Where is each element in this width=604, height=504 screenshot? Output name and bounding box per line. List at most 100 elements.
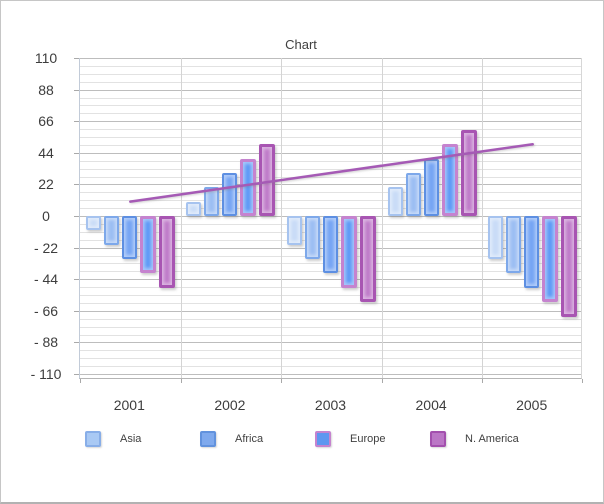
bar[interactable]	[561, 216, 578, 317]
legend-label: Africa	[235, 433, 264, 445]
minor-gridline	[80, 350, 581, 352]
y-axis-tick	[74, 279, 79, 281]
legend-label: N. America	[465, 433, 519, 445]
y-axis-tick	[74, 121, 79, 123]
bar[interactable]	[103, 216, 119, 245]
x-axis-tick	[281, 379, 283, 383]
minor-gridline	[80, 358, 581, 360]
y-axis-tick	[74, 58, 79, 59]
x-category-label: 2001	[113, 397, 145, 413]
x-axis-tick	[180, 379, 182, 383]
legend-label: Asia	[120, 433, 142, 445]
minor-gridline	[80, 208, 581, 210]
y-axis-label: 66	[38, 113, 54, 130]
bar[interactable]	[524, 216, 540, 288]
bar[interactable]	[305, 216, 320, 260]
major-gridline	[80, 121, 581, 123]
x-category-label: 2003	[314, 397, 347, 413]
minor-gridline	[80, 113, 581, 115]
minor-gridline	[80, 295, 581, 296]
minor-gridline	[80, 302, 581, 304]
major-gridline	[80, 310, 581, 312]
minor-gridline	[80, 287, 581, 289]
minor-gridline	[80, 137, 581, 138]
major-gridline	[80, 152, 581, 154]
y-axis-label: - 66	[33, 302, 59, 319]
bar[interactable]	[405, 172, 421, 216]
legend-item[interactable]: Europe	[315, 431, 385, 447]
minor-gridline	[80, 200, 581, 202]
y-axis-tick	[74, 374, 79, 375]
y-axis-label: - 110	[30, 366, 62, 382]
vertical-gridline	[482, 58, 484, 378]
bar[interactable]	[460, 129, 477, 216]
bar[interactable]	[287, 216, 302, 245]
bar[interactable]	[139, 216, 156, 274]
y-axis-tick	[74, 89, 79, 91]
y-axis-label: 0	[42, 208, 50, 224]
legend-swatch	[200, 431, 216, 447]
y-axis-tick	[74, 310, 79, 312]
bar[interactable]	[222, 172, 238, 216]
minor-gridline	[80, 168, 581, 170]
legend-item[interactable]: N. America	[430, 431, 519, 447]
y-axis-label: 88	[38, 81, 54, 98]
y-axis-label: 44	[38, 144, 54, 161]
y-axis-tick	[74, 342, 79, 344]
legend-swatch	[315, 431, 331, 447]
y-axis-label: 110	[34, 50, 58, 66]
x-axis-tick	[482, 379, 484, 383]
y-axis-label: - 22	[33, 239, 59, 256]
major-gridline	[80, 58, 581, 59]
legend-swatch	[430, 431, 446, 447]
bar[interactable]	[488, 216, 504, 260]
trend-line	[129, 142, 534, 203]
minor-gridline	[80, 192, 581, 194]
minor-gridline	[80, 81, 581, 83]
bar[interactable]	[186, 201, 202, 216]
bar[interactable]	[121, 216, 137, 260]
x-category-label: 2002	[214, 397, 246, 413]
vertical-gridline	[281, 58, 283, 378]
minor-gridline	[80, 97, 581, 99]
x-axis-tick	[381, 379, 383, 383]
y-axis-label: 22	[38, 176, 54, 193]
vertical-gridline	[381, 58, 383, 378]
y-axis-label: - 44	[33, 271, 59, 288]
x-category-label: 2004	[415, 397, 447, 413]
y-axis-tick	[74, 247, 79, 249]
major-gridline	[80, 374, 581, 375]
chart-title: Chart	[285, 37, 317, 52]
minor-gridline	[80, 176, 581, 178]
bar[interactable]	[85, 216, 101, 231]
bar[interactable]	[204, 187, 220, 216]
x-axis-tick	[582, 379, 583, 383]
minor-gridline	[80, 326, 581, 328]
bar[interactable]	[341, 216, 357, 288]
bar[interactable]	[542, 216, 559, 303]
bar[interactable]	[240, 158, 257, 216]
minor-gridline	[80, 129, 581, 131]
bar[interactable]	[360, 216, 376, 303]
major-gridline	[80, 342, 581, 344]
y-axis-tick	[74, 216, 79, 217]
major-gridline	[80, 279, 581, 281]
minor-gridline	[80, 144, 581, 146]
legend-item[interactable]: Asia	[85, 431, 141, 447]
minor-gridline	[80, 366, 581, 368]
minor-gridline	[80, 318, 581, 320]
minor-gridline	[80, 73, 581, 75]
legend-item[interactable]: Africa	[200, 431, 263, 447]
bar[interactable]	[323, 216, 338, 274]
bar[interactable]	[506, 216, 522, 274]
bar[interactable]	[158, 216, 175, 288]
plot-area	[74, 58, 583, 383]
bar[interactable]	[387, 187, 403, 216]
minor-gridline	[80, 334, 581, 336]
y-axis-label: - 88	[33, 334, 59, 351]
bar[interactable]	[441, 144, 458, 216]
major-gridline	[80, 89, 581, 91]
legend-label: Europe	[350, 433, 386, 445]
minor-gridline	[80, 160, 581, 162]
